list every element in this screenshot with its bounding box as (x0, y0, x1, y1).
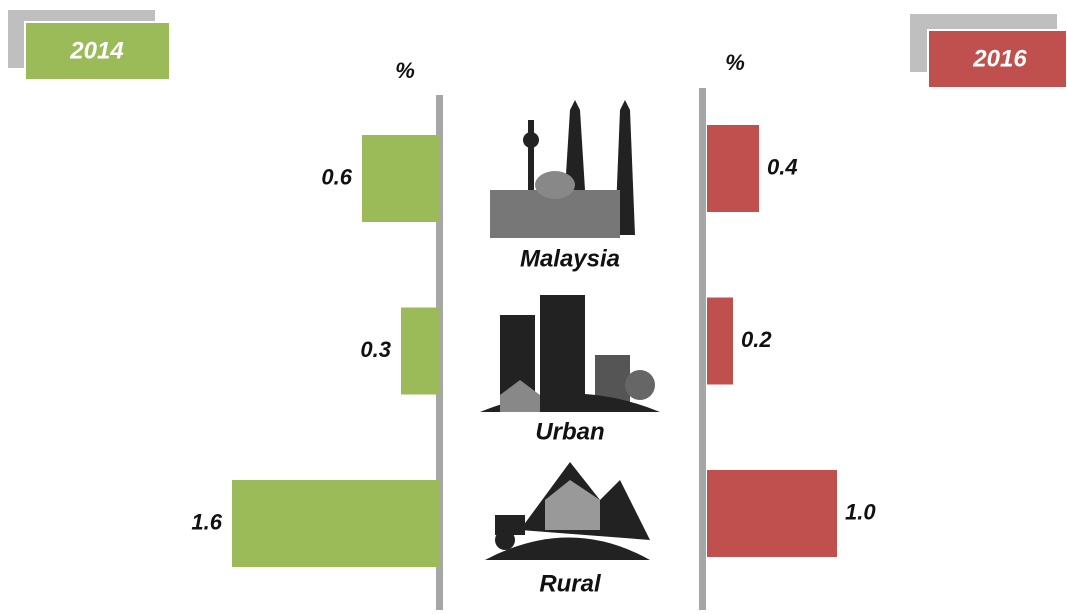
value-label: 0.2 (741, 327, 772, 352)
year-label: 2014 (69, 37, 123, 64)
bar (707, 297, 733, 385)
axis-bar (699, 88, 706, 610)
bar (401, 307, 440, 395)
year-label: 2016 (972, 45, 1027, 72)
year-box (927, 29, 1067, 89)
category-label: Urban (535, 418, 604, 445)
bar (232, 480, 440, 567)
city-icon (490, 100, 635, 238)
value-label: 1.0 (845, 499, 876, 524)
unit-label: % (395, 58, 415, 83)
value-label: 0.4 (767, 154, 798, 179)
year-box (24, 21, 171, 81)
urban-icon (480, 295, 660, 412)
value-label: 0.6 (321, 164, 352, 189)
value-label: 1.6 (191, 509, 222, 534)
unit-label: % (725, 50, 745, 75)
bar (707, 470, 837, 557)
value-label: 0.3 (360, 337, 391, 362)
category-label: Rural (539, 570, 602, 597)
category-label: Malaysia (520, 245, 620, 272)
bar (362, 135, 440, 222)
rural-icon (485, 462, 650, 560)
bar (707, 125, 759, 212)
